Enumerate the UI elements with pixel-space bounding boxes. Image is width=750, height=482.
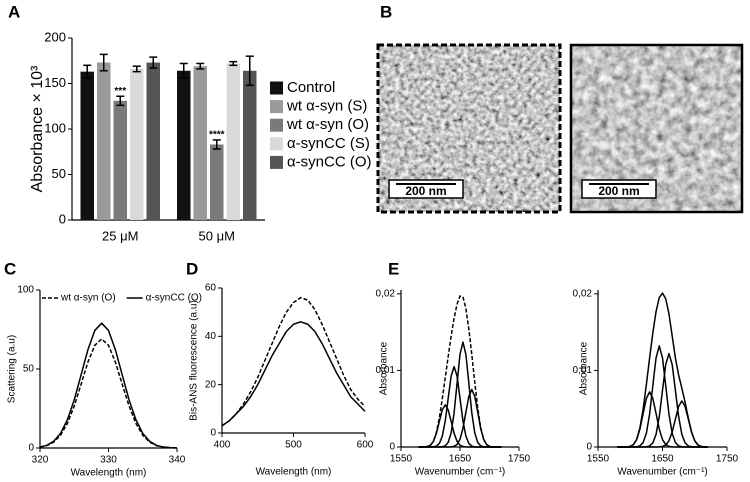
y-axis-label: Absorbance bbox=[579, 341, 590, 395]
y-tick-label: 50 bbox=[52, 166, 66, 181]
line bbox=[617, 352, 708, 448]
y-tick-label: 0 bbox=[28, 443, 34, 454]
x-tick-label: 25 μM bbox=[102, 228, 138, 243]
bar bbox=[209, 144, 224, 220]
panel-letter: D bbox=[186, 259, 198, 278]
line bbox=[418, 365, 502, 448]
x-tick-label: 340 bbox=[169, 455, 186, 466]
bar bbox=[113, 100, 128, 220]
legend-label: Control bbox=[287, 79, 335, 96]
x-axis-label: Wavenumber (cm⁻¹) bbox=[415, 467, 505, 478]
bar bbox=[193, 66, 208, 221]
y-axis-label: Absorbance bbox=[379, 341, 390, 395]
x-tick-label: 50 μM bbox=[199, 228, 235, 243]
y-tick-label: 0,02 bbox=[573, 288, 593, 299]
legend-label: wt α-syn (O) bbox=[286, 116, 369, 133]
legend-label: α-synCC (S) bbox=[287, 135, 370, 152]
x-tick-label: 1650 bbox=[651, 454, 674, 465]
y-tick-label: 0 bbox=[210, 428, 216, 439]
line bbox=[221, 296, 366, 427]
panel-letter: A bbox=[8, 2, 20, 21]
line bbox=[418, 388, 502, 448]
y-tick-label: 150 bbox=[44, 75, 66, 90]
line bbox=[617, 292, 708, 448]
legend-swatch bbox=[270, 118, 283, 132]
y-tick-label: 50 bbox=[23, 364, 35, 375]
line bbox=[617, 400, 708, 448]
x-tick-label: 330 bbox=[100, 455, 117, 466]
bar bbox=[80, 71, 95, 220]
y-tick-label: 0,01 bbox=[376, 365, 396, 376]
legend-swatch bbox=[270, 137, 283, 151]
panel-letter: E bbox=[388, 259, 399, 278]
y-tick-label: 100 bbox=[44, 120, 66, 135]
x-axis-label: Wavelength (nm) bbox=[71, 468, 147, 479]
x-tick-label: 1750 bbox=[716, 454, 739, 465]
panel-letter: C bbox=[4, 259, 16, 278]
significance-label: **** bbox=[209, 130, 225, 141]
line bbox=[39, 338, 178, 449]
y-tick-label: 40 bbox=[205, 331, 217, 342]
legend-label: wt α-syn (S) bbox=[286, 98, 367, 115]
legend-label: α-synCC (O) bbox=[146, 293, 202, 304]
bar bbox=[129, 68, 144, 220]
line bbox=[418, 295, 502, 448]
y-tick-label: 200 bbox=[44, 29, 66, 44]
line bbox=[221, 321, 366, 427]
x-axis-label: Wavenumber (cm⁻¹) bbox=[617, 467, 707, 478]
x-tick-label: 1750 bbox=[508, 454, 531, 465]
y-tick-label: 0 bbox=[586, 442, 592, 453]
x-tick-label: 1650 bbox=[449, 454, 472, 465]
legend-label: wt α-syn (O) bbox=[60, 293, 116, 304]
legend-swatch bbox=[270, 100, 283, 114]
y-tick-label: 60 bbox=[205, 283, 217, 294]
x-tick-label: 400 bbox=[214, 440, 231, 451]
x-tick-label: 320 bbox=[32, 455, 49, 466]
legend-label: α-synCC (O) bbox=[287, 153, 372, 170]
bar bbox=[226, 63, 241, 221]
y-tick-label: 0,02 bbox=[376, 288, 396, 299]
y-tick-label: 0 bbox=[59, 211, 66, 226]
scale-bar-label: 200 nm bbox=[405, 184, 446, 198]
x-axis-label: Wavelength (nm) bbox=[256, 467, 332, 478]
micrograph: 200 nm bbox=[376, 43, 562, 214]
x-tick-label: 500 bbox=[285, 440, 302, 451]
micrograph-border bbox=[376, 43, 562, 214]
bar bbox=[176, 70, 191, 220]
legend-swatch bbox=[270, 81, 283, 95]
y-tick-label: 20 bbox=[205, 379, 217, 390]
y-axis-label: Absorbance × 10³ bbox=[29, 65, 46, 192]
bar bbox=[96, 62, 111, 220]
micrograph-border bbox=[569, 43, 744, 214]
y-tick-label: 100 bbox=[17, 285, 34, 296]
x-tick-label: 1550 bbox=[390, 454, 413, 465]
significance-label: *** bbox=[114, 86, 126, 97]
line bbox=[39, 322, 178, 449]
panel-letter: B bbox=[380, 2, 392, 21]
bar bbox=[146, 62, 161, 220]
y-axis-label: Scattering (a.u) bbox=[7, 335, 18, 403]
scale-bar-label: 200 nm bbox=[598, 184, 639, 198]
y-tick-label: 0,01 bbox=[573, 365, 593, 376]
y-tick-label: 0 bbox=[389, 442, 395, 453]
y-axis-label: Bis-ANS fluorescence (a.u) bbox=[189, 300, 200, 421]
bar bbox=[242, 70, 257, 220]
x-tick-label: 1550 bbox=[587, 454, 610, 465]
micrograph: 200 nm bbox=[569, 43, 744, 214]
legend-swatch bbox=[270, 155, 283, 169]
x-tick-label: 600 bbox=[357, 440, 374, 451]
